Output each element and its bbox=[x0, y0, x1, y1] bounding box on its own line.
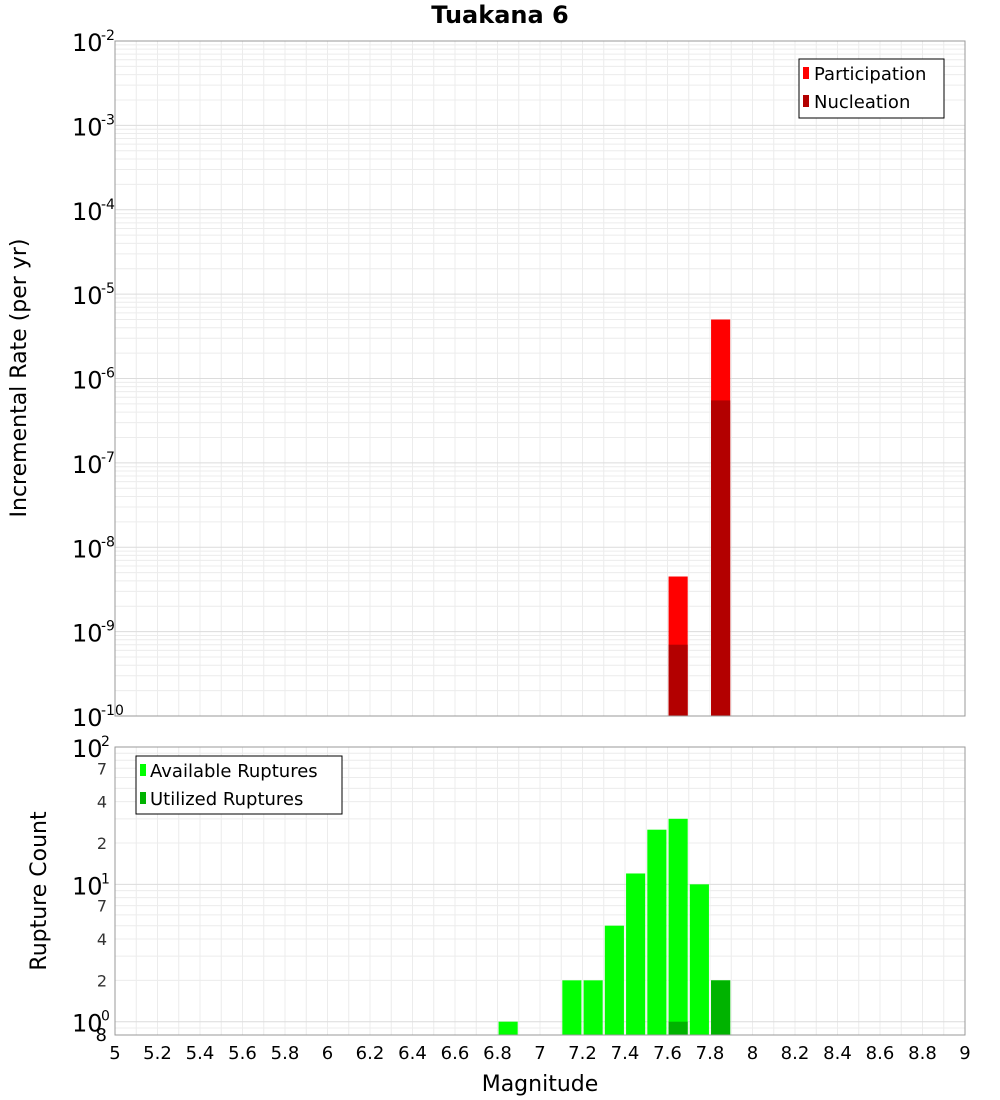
bar-utilized-ruptures bbox=[668, 1021, 688, 1035]
x-tick-label: 7.8 bbox=[696, 1043, 725, 1064]
legend-label-available-ruptures: Available Ruptures bbox=[150, 761, 318, 782]
x-tick-label: 5.4 bbox=[186, 1043, 215, 1064]
bar-available-ruptures bbox=[498, 1021, 518, 1035]
top-y-tick-base: 10 bbox=[72, 29, 103, 57]
x-tick-label: 5.2 bbox=[143, 1043, 172, 1064]
x-tick-label: 8.2 bbox=[781, 1043, 810, 1064]
top-y-tick-exponent: -5 bbox=[101, 281, 115, 297]
x-tick-label: 8.6 bbox=[866, 1043, 895, 1064]
bottom-y-tick-minor: 7 bbox=[97, 897, 107, 916]
x-tick-label: 5.8 bbox=[271, 1043, 300, 1064]
top-panel-bars bbox=[668, 319, 731, 716]
top-y-tick-labels: 10-210-310-410-510-610-710-810-910-10 bbox=[72, 28, 124, 732]
bottom-y-tick-base: 10 bbox=[72, 872, 103, 900]
top-y-tick-exponent: -8 bbox=[101, 534, 115, 550]
bar-available-ruptures bbox=[583, 980, 603, 1035]
x-tick-label: 7 bbox=[534, 1043, 545, 1064]
bar-utilized-ruptures bbox=[711, 980, 731, 1035]
top-panel-grid bbox=[114, 40, 966, 717]
legend-label-nucleation: Nucleation bbox=[814, 92, 910, 113]
bar-available-ruptures bbox=[647, 829, 667, 1035]
bottom-y-tick-minor: 4 bbox=[97, 930, 107, 949]
bottom-panel-bars bbox=[498, 818, 731, 1035]
top-y-tick-base: 10 bbox=[72, 451, 103, 479]
bar-available-ruptures bbox=[689, 884, 709, 1035]
bar-nucleation bbox=[668, 644, 688, 716]
x-axis-title: Magnitude bbox=[482, 1072, 599, 1097]
bottom-y-tick-exponent: 1 bbox=[101, 871, 110, 887]
top-y-tick-base: 10 bbox=[72, 535, 103, 563]
top-panel-frame bbox=[114, 40, 966, 717]
top-y-axis-title: Incremental Rate (per yr) bbox=[7, 239, 32, 518]
legend-label-participation: Participation bbox=[814, 64, 926, 85]
top-y-tick-base: 10 bbox=[72, 113, 103, 141]
top-y-tick-exponent: -3 bbox=[101, 112, 115, 128]
top-legend-frame bbox=[798, 58, 945, 119]
bottom-y-tick-minor: 4 bbox=[97, 793, 107, 812]
x-tick-label: 6.2 bbox=[356, 1043, 385, 1064]
x-tick-label: 8.4 bbox=[823, 1043, 852, 1064]
top-y-tick-base: 10 bbox=[72, 367, 103, 395]
x-tick-labels: 5 5.2 5.4 5.6 5.8 6 6.2 6.4 6.6 6.8 7 7.2 7.4 7.6 7.8 8… bbox=[109, 1043, 970, 1064]
top-y-tick-exponent: -9 bbox=[101, 619, 115, 635]
x-tick-label: 8.8 bbox=[908, 1043, 937, 1064]
bottom-y-axis-title: Rupture Count bbox=[27, 811, 52, 971]
bottom-y-tick-exponent: 0 bbox=[101, 1009, 110, 1025]
legend-label-utilized-ruptures: Utilized Ruptures bbox=[150, 789, 303, 810]
legend-swatch-participation bbox=[803, 67, 809, 79]
bottom-y-tick-base: 10 bbox=[72, 735, 103, 763]
top-y-tick-base: 10 bbox=[72, 704, 103, 732]
x-tick-label: 5.6 bbox=[228, 1043, 257, 1064]
chart-title: Tuakana 6 bbox=[431, 1, 569, 29]
bar-available-ruptures bbox=[668, 818, 688, 1035]
x-tick-label: 8 bbox=[747, 1043, 758, 1064]
top-y-tick-base: 10 bbox=[72, 620, 103, 648]
bottom-y-tick-minor: 2 bbox=[97, 834, 107, 853]
bar-available-ruptures bbox=[626, 873, 646, 1035]
x-tick-label: 9 bbox=[959, 1043, 970, 1064]
bottom-y-tick-minor: 7 bbox=[97, 759, 107, 778]
bottom-y-tick-base: 10 bbox=[72, 1010, 103, 1038]
x-tick-label: 5 bbox=[109, 1043, 120, 1064]
x-tick-label: 6.4 bbox=[398, 1043, 427, 1064]
bottom-y-tick-exponent: 2 bbox=[101, 734, 110, 750]
bar-available-ruptures bbox=[604, 925, 624, 1035]
top-y-tick-base: 10 bbox=[72, 282, 103, 310]
top-y-tick-exponent: -6 bbox=[101, 366, 115, 382]
legend-swatch-nucleation bbox=[803, 95, 809, 107]
x-tick-label: 7.6 bbox=[653, 1043, 682, 1064]
x-tick-label: 7.4 bbox=[611, 1043, 640, 1064]
bottom-y-tick-minor: 8 bbox=[96, 1025, 107, 1046]
top-legend: Participation Nucleation bbox=[798, 58, 945, 119]
top-y-tick-base: 10 bbox=[72, 198, 103, 226]
bottom-legend: Available Ruptures Utilized Ruptures bbox=[135, 755, 343, 815]
bottom-panel-frame bbox=[114, 746, 966, 1036]
bottom-legend-frame bbox=[135, 755, 343, 815]
top-y-tick-exponent: -2 bbox=[101, 28, 115, 44]
top-y-tick-exponent: -4 bbox=[101, 197, 115, 213]
legend-swatch-available-ruptures bbox=[140, 764, 146, 776]
bar-nucleation bbox=[711, 400, 731, 716]
x-tick-label: 6 bbox=[322, 1043, 333, 1064]
x-tick-label: 6.6 bbox=[441, 1043, 470, 1064]
bar-available-ruptures bbox=[562, 980, 582, 1035]
x-tick-label: 7.2 bbox=[568, 1043, 597, 1064]
top-y-tick-exponent: -10 bbox=[101, 703, 124, 719]
bottom-y-tick-minor: 2 bbox=[97, 971, 107, 990]
legend-swatch-utilized-ruptures bbox=[140, 792, 146, 804]
top-y-tick-exponent: -7 bbox=[101, 450, 115, 466]
x-tick-label: 6.8 bbox=[483, 1043, 512, 1064]
